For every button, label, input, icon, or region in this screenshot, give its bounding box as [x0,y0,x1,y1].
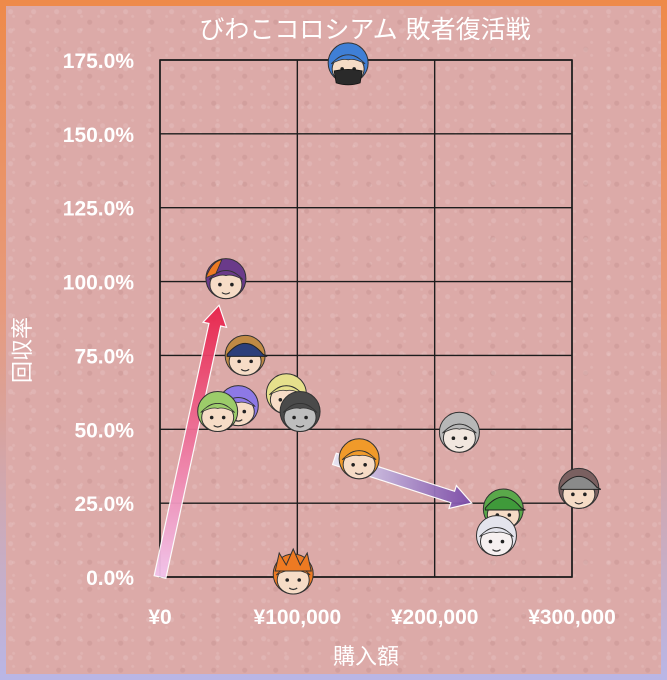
point-fringe [200,403,235,413]
point-eye [221,415,226,420]
data-point [558,467,602,509]
point-cap [484,496,526,511]
trend-arrows [153,304,473,579]
data-point [327,42,369,86]
y-tick-label: 0.0% [86,567,134,590]
data-point [205,258,247,300]
point-eye [363,462,367,467]
point-eye [278,397,283,402]
y-tick-label: 25.0% [74,493,134,516]
x-tick-label: ¥0 [148,606,171,629]
point-mouth [574,501,584,505]
point-fringe [341,450,377,461]
y-tick-label: 150.0% [63,124,135,147]
point-eye [242,409,247,414]
point-eye [285,578,290,582]
y-axis-ticks: 0.0% 25.0% 50.0% 75.0% 100.0% 125.0% 150.0% 175… [63,50,135,590]
y-tick-label: 100.0% [63,272,135,295]
point-eye [209,415,214,420]
y-axis-label: 回収率 [11,317,36,383]
point-mouth [492,549,501,552]
point-cap [226,342,268,357]
x-axis-label: 購入額 [333,645,399,670]
point-eye [218,282,222,287]
point-mask [333,69,363,86]
point-mouth [288,587,298,591]
point-fringe [282,403,318,413]
point-eye [292,415,296,420]
point-eye [230,282,234,287]
data-point [438,411,480,453]
data-point [338,438,380,480]
y-tick-label: 75.0% [74,345,134,368]
point-eye [583,492,587,497]
chart-background [6,6,661,674]
x-tick-label: ¥300,000 [528,606,616,629]
point-eye [351,462,355,467]
point-eye [297,578,302,582]
point-hair-tips [205,259,223,279]
point-eye [451,436,456,440]
trend-arrow [153,304,228,579]
point-eye [304,415,308,420]
x-axis-ticks: ¥0 ¥100,000 ¥200,000 ¥300,000 [148,606,615,629]
data-point [197,391,239,433]
point-mouth [295,425,305,428]
y-tick-label: 125.0% [63,198,135,221]
point-spikes [274,547,312,572]
data-point [224,334,268,376]
point-fringe [442,423,477,434]
point-mouth [455,445,464,449]
point-eye [500,539,505,544]
point-eye [249,359,253,364]
point-mouth [240,368,250,372]
y-tick-label: 175.0% [63,50,135,73]
data-points [197,42,602,595]
point-eye [507,513,512,517]
data-point [272,547,314,595]
point-eye [463,436,468,440]
point-fringe [269,385,304,396]
point-fringe [330,54,366,65]
point-eye [571,492,575,497]
data-point [475,515,517,557]
point-eye [237,359,241,364]
point-eye [488,539,493,544]
data-point [279,391,321,433]
chart-title: びわこコロシアム 敗者復活戦 [199,15,530,44]
point-fringe [479,527,514,537]
point-mouth [221,292,231,295]
x-tick-label: ¥200,000 [391,606,479,629]
point-fringe [208,270,244,280]
point-mouth [213,425,223,428]
x-tick-label: ¥100,000 [254,606,342,629]
y-tick-label: 50.0% [74,419,134,442]
point-mouth [354,472,364,475]
point-cap [560,475,602,490]
